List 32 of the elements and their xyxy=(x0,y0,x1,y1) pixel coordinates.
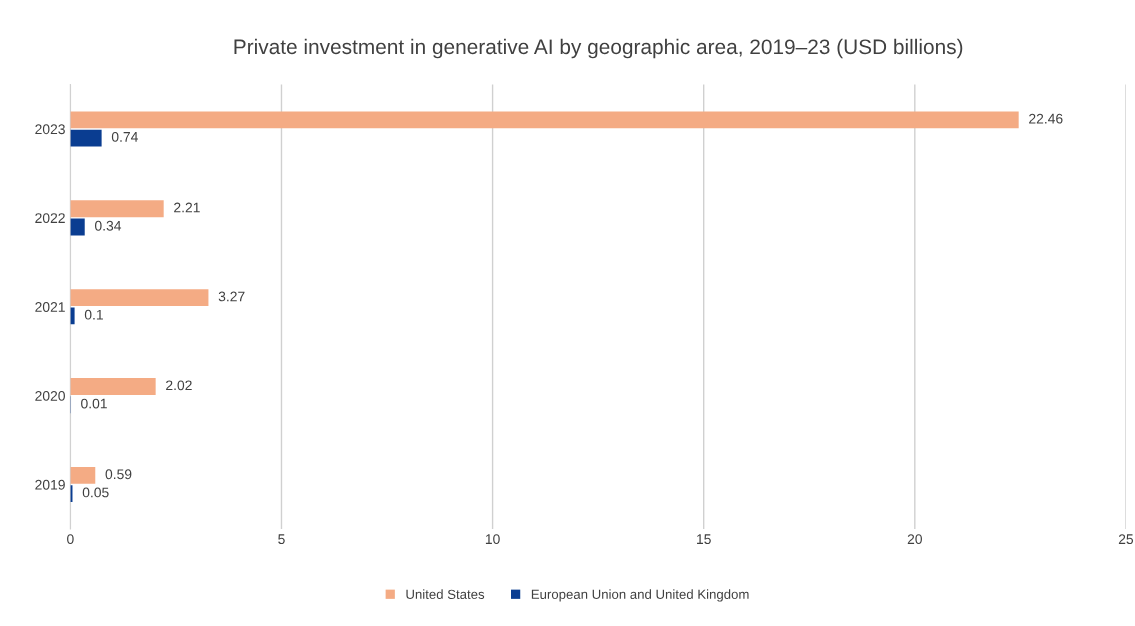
y-tick-label: 2021 xyxy=(35,302,65,312)
x-tick-label: 5 xyxy=(278,534,285,545)
bar xyxy=(70,200,164,218)
bar xyxy=(70,307,75,325)
x-tick-label: 10 xyxy=(485,534,500,545)
data-label: 0.01 xyxy=(81,398,107,409)
data-label: 0.59 xyxy=(105,469,132,480)
y-tick-label: 2020 xyxy=(35,390,65,401)
data-label: 22.46 xyxy=(1029,113,1063,124)
x-tick-label: 20 xyxy=(907,534,922,545)
bar xyxy=(70,218,85,236)
data-label: 3.27 xyxy=(218,291,245,302)
data-label: 2.21 xyxy=(174,202,200,213)
data-label: 0.1 xyxy=(84,309,103,320)
x-tick-label: 0 xyxy=(67,534,74,545)
x-tick-label: 25 xyxy=(1118,534,1134,545)
y-tick-label: 2019 xyxy=(35,479,65,490)
data-label: 0.74 xyxy=(111,131,138,142)
y-tick-label: 2022 xyxy=(35,213,65,224)
data-label: 0.05 xyxy=(82,487,109,498)
bar xyxy=(70,129,102,147)
bar xyxy=(70,466,96,484)
legend-label: United States xyxy=(406,589,485,599)
bar xyxy=(70,378,156,395)
data-label: 2.02 xyxy=(166,380,192,391)
chart-title: Private investment in generative AI by geographic area, 2019–23 (USD billions) xyxy=(234,38,963,59)
x-tick-label: 15 xyxy=(697,534,711,545)
data-label: 0.34 xyxy=(94,220,122,231)
bar xyxy=(70,111,1019,129)
legend-label: European Union and United Kingdom xyxy=(531,589,749,602)
bar xyxy=(70,289,209,307)
y-tick-label: 2023 xyxy=(35,124,65,135)
